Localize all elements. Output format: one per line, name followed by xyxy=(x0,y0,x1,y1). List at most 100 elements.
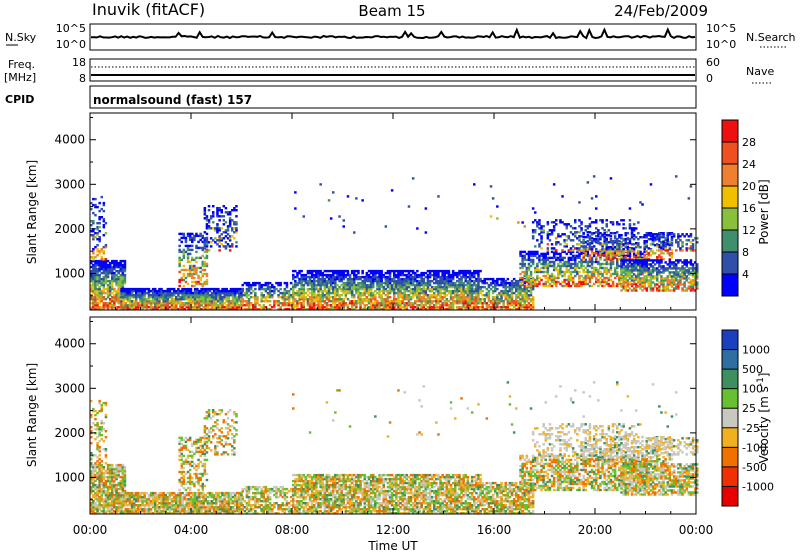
heatmap-cell xyxy=(523,262,526,266)
heatmap-cell xyxy=(191,248,194,252)
heatmap-cell xyxy=(622,223,625,226)
heatmap-cell xyxy=(601,234,604,237)
heatmap-cell xyxy=(411,296,415,299)
heatmap-cell xyxy=(656,243,659,246)
heatmap-cell xyxy=(590,240,594,243)
heatmap-cell xyxy=(283,300,287,303)
heatmap-cell xyxy=(409,269,413,273)
heatmap-cell xyxy=(182,278,186,282)
heatmap-cell xyxy=(336,289,339,293)
heatmap-cell xyxy=(170,296,174,299)
heatmap-cell xyxy=(359,277,362,281)
heatmap-cell xyxy=(597,238,600,241)
heatmap-cell xyxy=(179,300,182,303)
heatmap-cell xyxy=(212,294,216,297)
heatmap-cell xyxy=(527,298,531,301)
heatmap-cell xyxy=(346,277,350,281)
heatmap-cell xyxy=(632,282,636,286)
heatmap-cell xyxy=(143,296,146,299)
heatmap-cell xyxy=(390,308,394,311)
heatmap-cell xyxy=(94,302,97,305)
heatmap-cell xyxy=(466,304,470,307)
heatmap-cell xyxy=(458,277,461,281)
heatmap-cell xyxy=(597,233,600,236)
heatmap-cell xyxy=(304,279,308,283)
heatmap-cell xyxy=(334,289,337,293)
heatmap-cell xyxy=(160,294,163,297)
heatmap-cell xyxy=(175,289,178,293)
heatmap-cell xyxy=(409,281,413,285)
heatmap-cell xyxy=(329,287,333,291)
heatmap-cell xyxy=(260,283,263,287)
heatmap-cell xyxy=(98,294,101,297)
heatmap-cell xyxy=(462,285,465,289)
heatmap-cell xyxy=(456,302,459,305)
heatmap-cell xyxy=(561,249,564,252)
heatmap-cell xyxy=(184,240,188,244)
heatmap-cell xyxy=(616,274,619,278)
heatmap-cell xyxy=(683,273,686,276)
heatmap-cell xyxy=(397,289,400,293)
heatmap-cell xyxy=(122,300,125,303)
heatmap-cell xyxy=(104,222,108,225)
heatmap-cell xyxy=(435,304,438,307)
heatmap-cell xyxy=(90,224,93,227)
heatmap-cell xyxy=(529,298,533,301)
heatmap-cell xyxy=(590,250,594,253)
heatmap-cell xyxy=(670,283,674,286)
heatmap-cell xyxy=(229,302,233,305)
heatmap-cell xyxy=(94,291,97,295)
heatmap-cell xyxy=(546,258,550,262)
heatmap-cell xyxy=(521,276,524,280)
heatmap-cell xyxy=(189,287,193,291)
heatmap-cell xyxy=(590,258,594,262)
heatmap-cell xyxy=(626,269,630,272)
heatmap-cell xyxy=(182,268,186,272)
heatmap-cell xyxy=(521,266,524,270)
heatmap-cell xyxy=(515,283,518,287)
heatmap-cell xyxy=(460,281,463,285)
heatmap-cell xyxy=(215,287,218,291)
heatmap-cell xyxy=(113,289,116,293)
heatmap-cell xyxy=(628,273,632,276)
heatmap-cell xyxy=(300,287,303,291)
heatmap-cell xyxy=(559,235,562,238)
heatmap-cell xyxy=(115,281,118,285)
heatmap-cell xyxy=(121,271,125,275)
heatmap-cell xyxy=(285,298,289,301)
heatmap-cell xyxy=(576,254,579,258)
heatmap-cell xyxy=(325,304,329,307)
heatmap-cell xyxy=(332,308,335,311)
heatmap-cell xyxy=(563,245,566,248)
heatmap-cell xyxy=(677,273,680,276)
heatmap-cell xyxy=(206,298,210,301)
heatmap-cell xyxy=(195,244,198,248)
heatmap-cell xyxy=(691,265,695,268)
heatmap-cell xyxy=(208,302,212,305)
heatmap-cell xyxy=(135,300,138,303)
heatmap-cell xyxy=(630,250,634,253)
heatmap-cell xyxy=(637,276,640,280)
heatmap-cell xyxy=(536,256,539,260)
heatmap-cell xyxy=(254,304,257,307)
heatmap-cell xyxy=(632,289,636,292)
heatmap-cell xyxy=(273,300,276,303)
heatmap-cell xyxy=(483,277,486,281)
heatmap-cell xyxy=(685,233,688,236)
heatmap-cell xyxy=(557,268,560,272)
heatmap-cell xyxy=(613,252,617,256)
heatmap-cell xyxy=(238,304,241,307)
heatmap-cell xyxy=(691,267,695,270)
heatmap-cell xyxy=(143,287,146,291)
heatmap-cell xyxy=(160,304,163,307)
heatmap-cell xyxy=(592,282,596,286)
heatmap-cell xyxy=(550,243,554,246)
heatmap-cell xyxy=(628,271,632,274)
heatmap-cell xyxy=(233,221,236,224)
heatmap-cell xyxy=(386,281,390,285)
heatmap-cell xyxy=(365,296,369,299)
heatmap-cell xyxy=(519,266,522,270)
heatmap-cell xyxy=(264,300,268,303)
heatmap-cell xyxy=(656,273,659,276)
heatmap-cell xyxy=(306,289,310,293)
